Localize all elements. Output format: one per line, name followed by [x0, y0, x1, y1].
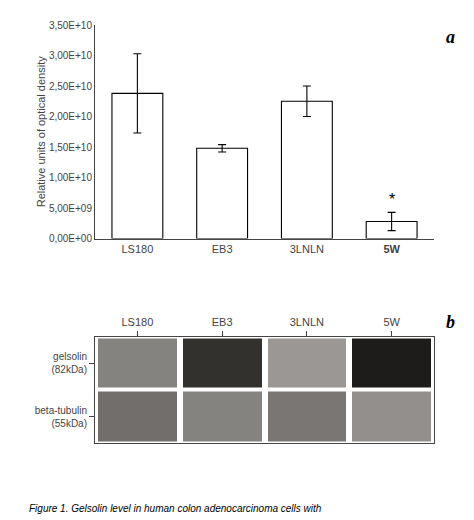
svg-text:3LNLN: 3LNLN [290, 243, 324, 255]
svg-text:Relative units of optical dens: Relative units of optical density [35, 56, 47, 208]
svg-text:5W: 5W [383, 316, 400, 328]
svg-text:1,00E+10: 1,00E+10 [49, 172, 93, 183]
svg-text:gelsolin(82kDa): gelsolin(82kDa) [51, 351, 87, 375]
svg-text:5W: 5W [383, 243, 400, 255]
svg-text:beta-tubulin(55kDa): beta-tubulin(55kDa) [35, 405, 87, 429]
svg-text:2,50E+10: 2,50E+10 [49, 81, 93, 92]
svg-text:EB3: EB3 [212, 243, 233, 255]
svg-text:b: b [446, 312, 455, 332]
svg-text:LS180: LS180 [121, 316, 153, 328]
svg-text:Figure 1. Gelsolin level in hu: Figure 1. Gelsolin level in human colon … [29, 503, 322, 514]
svg-text:3,00E+10: 3,00E+10 [49, 50, 93, 61]
svg-text:3LNLN: 3LNLN [290, 316, 324, 328]
svg-text:3,50E+10: 3,50E+10 [49, 20, 93, 31]
svg-text:2,00E+10: 2,00E+10 [49, 111, 93, 122]
svg-text:*: * [389, 191, 395, 208]
svg-text:0,00E+00: 0,00E+00 [49, 233, 93, 244]
svg-text:a: a [446, 27, 455, 47]
svg-text:1,50E+10: 1,50E+10 [49, 142, 93, 153]
svg-text:LS180: LS180 [121, 243, 153, 255]
svg-text:5,00E+09: 5,00E+09 [49, 203, 93, 214]
svg-text:EB3: EB3 [212, 316, 233, 328]
